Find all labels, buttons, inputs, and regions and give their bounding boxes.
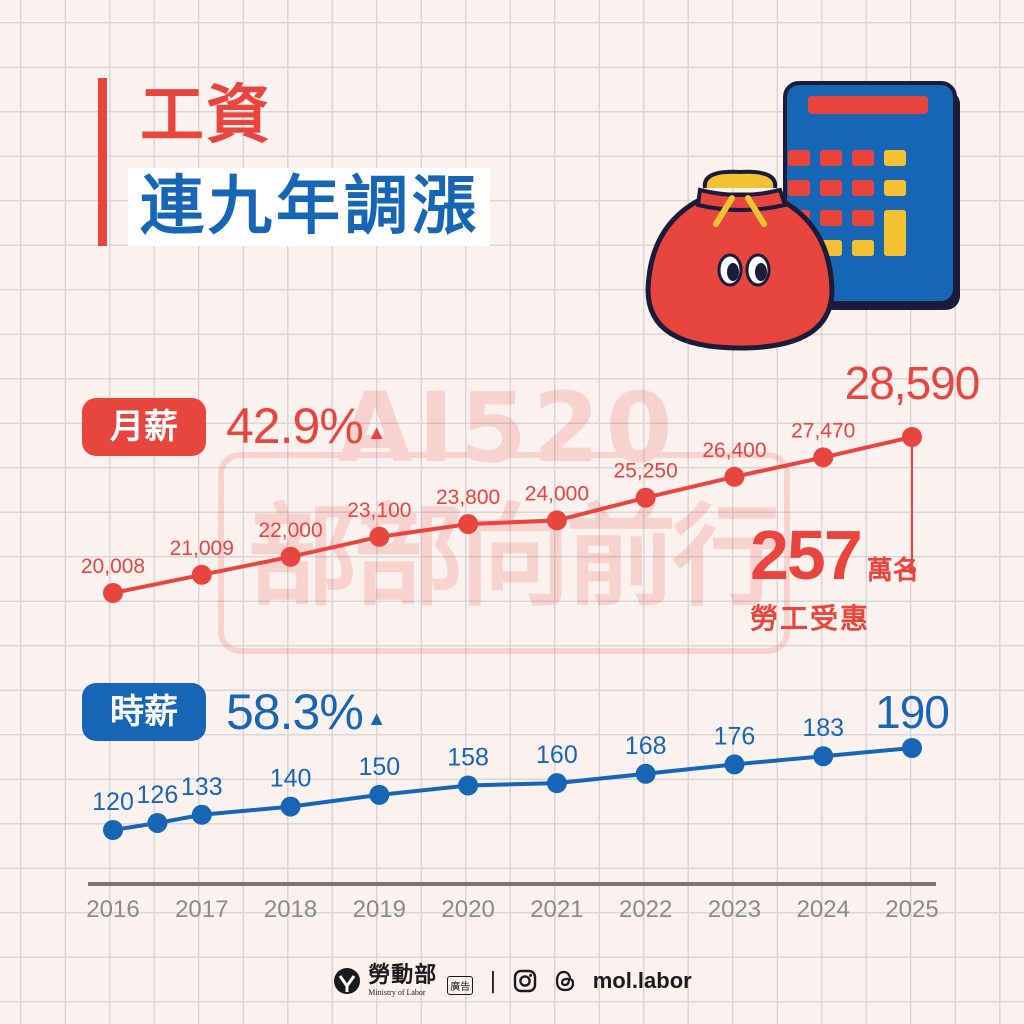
hourly-increase-arrow: ▲	[366, 708, 387, 730]
hourly-point	[369, 784, 390, 805]
hourly-point	[147, 812, 168, 833]
hourly-increase: 58.3% ▲	[226, 682, 387, 749]
x-tick-label: 2023	[708, 896, 761, 923]
hourly-data-label: 150	[358, 753, 400, 781]
monthly-point	[813, 447, 834, 468]
illustration	[645, 81, 960, 351]
monthly-increase-arrow: ▲	[366, 422, 387, 444]
monthly-point	[369, 526, 390, 547]
hourly-data-label: 183	[802, 714, 844, 742]
page-title-line1: 工資	[140, 79, 272, 153]
monthly-wage-badge: 月薪	[82, 398, 206, 456]
hourly-point	[458, 775, 479, 796]
monthly-data-label: 27,470	[791, 419, 855, 442]
hourly-data-label: 133	[181, 773, 223, 801]
beneficiaries-leader-dot	[908, 566, 916, 574]
hourly-data-label: 176	[714, 722, 756, 750]
footer-separator: |	[489, 968, 497, 994]
monthly-data-label: 21,009	[170, 537, 234, 560]
x-tick-label: 2020	[441, 896, 494, 923]
hourly-data-label: 120	[92, 788, 134, 816]
hourly-series-line	[112, 746, 913, 832]
beneficiaries-unit: 萬名	[866, 556, 919, 586]
money-bag-icon	[645, 169, 835, 351]
ministry-name: 勞動部	[368, 963, 438, 988]
beneficiaries-number: 257	[750, 516, 863, 594]
monthly-data-label: 20,008	[81, 555, 145, 578]
hourly-point	[103, 820, 123, 840]
ministry-logo: 勞動部 Ministry of Labor 廣告	[332, 963, 474, 997]
hourly-data-label: 158	[447, 743, 489, 771]
social-handle[interactable]: mol.labor	[592, 968, 692, 993]
beneficiaries-caption: 勞工受惠	[750, 602, 871, 635]
x-tick-label: 2025	[885, 896, 938, 923]
hourly-data-label: 140	[270, 765, 312, 793]
monthly-point	[103, 583, 123, 603]
hourly-point	[813, 746, 834, 767]
monthly-data-label: 28,590	[845, 357, 980, 409]
hourly-data-label: 160	[536, 741, 578, 769]
hourly-point	[280, 796, 301, 817]
hourly-data-label: 126	[137, 781, 179, 809]
x-tick-label: 2022	[619, 896, 672, 923]
ministry-name-en: Ministry of Labor	[368, 988, 426, 997]
hourly-point	[635, 763, 656, 784]
footer: 勞動部 Ministry of Labor 廣告 | mol.labor	[0, 958, 1024, 1004]
monthly-data-label: 23,800	[436, 486, 500, 509]
x-tick-label: 2018	[264, 896, 317, 923]
title-accent-bar	[98, 78, 107, 246]
hourly-point	[724, 754, 745, 775]
x-tick-label: 2024	[797, 896, 850, 923]
x-tick-label: 2016	[86, 896, 139, 923]
monthly-increase-value: 42.9%	[226, 398, 364, 454]
hourly-data-label: 190	[875, 686, 949, 738]
monthly-point	[546, 510, 567, 531]
hourly-data-label: 168	[625, 732, 667, 760]
ad-tag: 廣告	[447, 976, 474, 995]
x-tick-label: 2019	[353, 896, 406, 923]
hourly-point	[546, 773, 567, 794]
hourly-point	[902, 738, 922, 758]
page-title-line2: 連九年調漲	[128, 168, 490, 246]
monthly-data-label: 22,000	[258, 519, 322, 542]
hourly-increase-value: 58.3%	[226, 684, 364, 740]
monthly-point	[635, 487, 656, 508]
monthly-increase: 42.9% ▲	[226, 396, 387, 463]
monthly-point	[191, 564, 212, 585]
threads-icon[interactable]	[553, 969, 577, 993]
monthly-data-label: 25,250	[614, 460, 678, 483]
hourly-wage-badge: 時薪	[82, 683, 206, 741]
x-tick-label: 2021	[530, 896, 583, 923]
instagram-icon[interactable]	[513, 969, 537, 993]
monthly-series-line	[112, 435, 913, 595]
ministry-logo-icon	[334, 968, 361, 994]
monthly-data-label: 23,100	[347, 499, 411, 522]
beneficiaries-annotation: 257 萬名 勞工受惠	[750, 515, 919, 637]
monthly-point	[724, 466, 745, 487]
monthly-point	[280, 546, 301, 567]
x-tick-label: 2017	[175, 896, 228, 923]
hourly-point	[191, 804, 212, 825]
monthly-point	[458, 514, 479, 535]
monthly-data-label: 26,400	[702, 439, 766, 462]
monthly-data-label: 24,000	[525, 482, 589, 505]
